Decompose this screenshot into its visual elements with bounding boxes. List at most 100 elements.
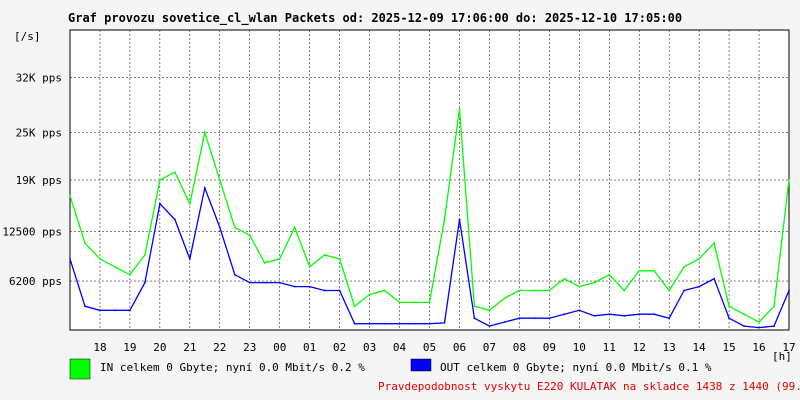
data-point	[114, 309, 116, 312]
data-point	[218, 179, 221, 181]
y-axis-unit-label: [/s]	[14, 30, 41, 43]
data-point	[248, 234, 251, 237]
data-point	[398, 322, 401, 325]
legend-out-text: OUT celkem 0 Gbyte; nyní 0.0 Mbit/s 0.1 …	[440, 361, 712, 374]
data-point	[743, 313, 745, 316]
data-point	[518, 289, 521, 292]
data-point	[623, 289, 626, 292]
data-point	[698, 285, 700, 288]
y-tick-label: 32K pps	[16, 71, 62, 84]
series-points-in	[69, 108, 790, 323]
data-point	[548, 317, 551, 320]
data-point	[713, 242, 715, 245]
x-tick-label: 18	[93, 341, 106, 354]
data-point	[263, 281, 266, 284]
data-point	[368, 322, 371, 325]
data-point	[353, 322, 356, 325]
x-tick-label: 05	[423, 341, 436, 354]
data-point	[758, 326, 760, 329]
data-point	[773, 305, 775, 308]
data-point	[653, 269, 656, 272]
data-point	[443, 322, 446, 324]
data-point	[713, 277, 715, 280]
data-point	[488, 325, 491, 327]
x-axis-unit-label: [h]	[772, 350, 792, 363]
series-points-out	[69, 187, 790, 329]
data-point	[773, 325, 775, 327]
data-point	[84, 305, 86, 308]
legend-in-text: IN celkem 0 Gbyte; nyní 0.0 Mbit/s 0.2 %	[100, 361, 365, 374]
y-tick-label: 6200 pps	[9, 275, 62, 288]
data-point	[443, 218, 446, 221]
data-point	[338, 289, 341, 292]
x-tick-label: 14	[693, 341, 707, 354]
data-point	[608, 273, 611, 276]
data-point	[413, 301, 416, 304]
x-tick-label: 02	[333, 341, 346, 354]
data-point	[203, 187, 206, 189]
x-tick-label: 17	[782, 341, 795, 354]
data-point	[248, 281, 251, 284]
data-point	[144, 281, 146, 284]
data-point	[608, 313, 611, 316]
legend-swatch-out	[410, 358, 432, 372]
y-tick-label: 12500 pps	[2, 225, 62, 238]
data-point	[188, 258, 191, 260]
data-point	[368, 293, 371, 296]
x-tick-label: 19	[123, 341, 136, 354]
data-point	[398, 301, 401, 304]
y-tick-labels: 6200 pps 12500 pps 19K pps 25K pps 32K pps	[2, 71, 62, 288]
data-point	[293, 226, 296, 229]
x-tick-label: 06	[453, 341, 466, 354]
data-point	[728, 305, 730, 308]
data-point	[218, 226, 221, 229]
x-tick-label: 15	[722, 341, 735, 354]
data-point	[69, 258, 71, 260]
data-point	[99, 309, 101, 312]
x-tick-label: 09	[543, 341, 556, 354]
data-point	[353, 305, 356, 308]
data-point	[233, 273, 236, 276]
data-point	[638, 269, 641, 272]
data-point	[84, 242, 86, 245]
data-point	[533, 317, 536, 320]
x-tick-label: 20	[153, 341, 166, 354]
x-tick-label: 23	[243, 341, 256, 354]
x-tick-label: 21	[183, 341, 196, 354]
data-point	[788, 179, 790, 181]
series-layer	[69, 108, 790, 329]
data-point	[488, 309, 491, 312]
data-point	[293, 285, 296, 288]
x-tick-label: 13	[663, 341, 676, 354]
data-point	[578, 285, 581, 288]
data-point	[518, 317, 521, 320]
x-tick-label: 04	[393, 341, 407, 354]
data-point	[263, 262, 266, 264]
data-point	[458, 218, 461, 221]
data-point	[788, 289, 790, 292]
data-point	[338, 258, 341, 260]
data-point	[323, 289, 326, 292]
data-point	[308, 265, 311, 268]
data-point	[593, 314, 596, 317]
data-point	[188, 202, 191, 205]
data-point	[203, 131, 206, 134]
data-point	[129, 273, 131, 276]
data-point	[578, 309, 581, 312]
data-point	[503, 321, 506, 323]
data-point	[144, 254, 146, 256]
x-tick-label: 12	[633, 341, 646, 354]
data-point	[99, 258, 101, 260]
x-tick-label: 11	[603, 341, 616, 354]
data-point	[69, 194, 71, 197]
data-point	[698, 258, 700, 260]
data-point	[278, 258, 281, 260]
x-tick-labels: 18 19 20 21 22 23 00 01 02 03 04 05 06 07 08 09 10 11 12 13…	[93, 341, 795, 354]
data-point	[548, 289, 551, 292]
data-point	[593, 281, 596, 284]
data-point	[428, 301, 431, 304]
data-point	[503, 297, 506, 300]
data-point	[473, 305, 476, 308]
y-tick-label: 19K pps	[16, 174, 62, 187]
